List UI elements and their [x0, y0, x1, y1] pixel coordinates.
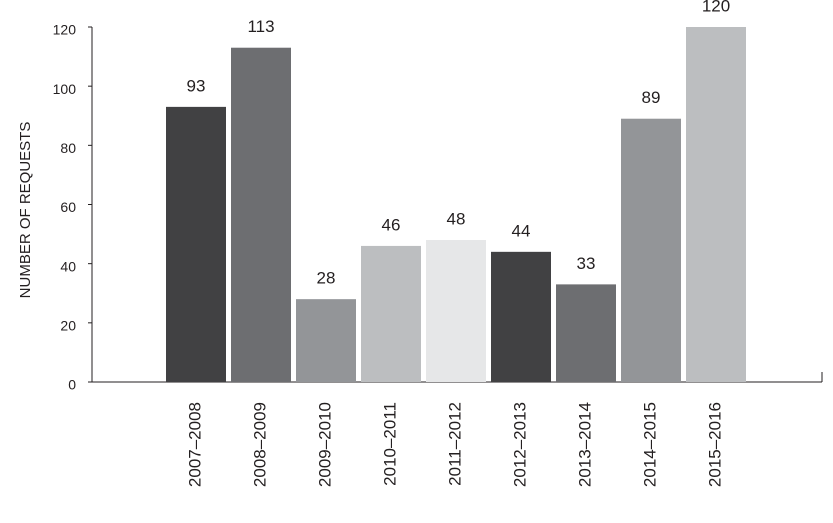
- bar: [621, 118, 681, 382]
- y-tick-label: 80: [60, 140, 76, 156]
- value-label: 33: [577, 254, 596, 273]
- value-label: 113: [247, 17, 274, 36]
- value-label: 44: [512, 221, 531, 240]
- value-label: 28: [317, 269, 336, 288]
- x-tick-label: 2009–2010: [315, 402, 334, 487]
- x-tick-label: 2013–2014: [575, 402, 594, 487]
- x-tick-label: 2008–2009: [250, 402, 269, 487]
- value-label: 48: [447, 209, 466, 228]
- y-tick-label: 40: [60, 258, 76, 274]
- bar: [556, 284, 616, 382]
- bar: [296, 299, 356, 382]
- y-tick-label: 100: [53, 81, 77, 97]
- y-tick-label: 20: [60, 318, 76, 334]
- y-tick-label: 120: [53, 22, 77, 38]
- value-label: 120: [702, 0, 730, 15]
- y-tick-label: 0: [68, 377, 76, 393]
- x-tick-label: 2010–2011: [380, 402, 399, 486]
- x-tick-label: 2007–2008: [185, 402, 204, 487]
- x-tick-label: 2012–2013: [510, 402, 529, 487]
- x-tick-label: 2014–2015: [640, 402, 659, 487]
- value-label: 93: [187, 76, 206, 95]
- bar: [231, 47, 291, 382]
- x-tick-label: 2011–2012: [445, 402, 464, 486]
- value-label: 46: [382, 215, 401, 234]
- value-label: 89: [642, 88, 661, 107]
- y-tick-label: 60: [60, 199, 76, 215]
- x-tick-label: 2015–2016: [705, 402, 724, 487]
- bar: [491, 251, 551, 382]
- bar: [686, 27, 746, 382]
- bar: [166, 106, 226, 382]
- bar: [426, 240, 486, 382]
- bar: [361, 245, 421, 382]
- y-axis-label: NUMBER OF REQUESTS: [17, 122, 34, 299]
